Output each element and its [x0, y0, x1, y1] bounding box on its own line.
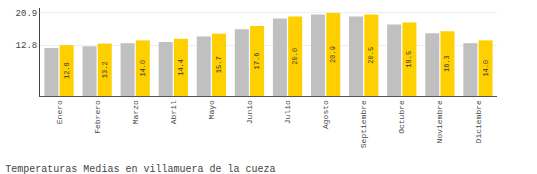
- svg-text:Noviembre: Noviembre: [435, 100, 444, 143]
- svg-text:12.8: 12.8: [16, 41, 38, 51]
- svg-text:20.0: 20.0: [291, 48, 299, 65]
- svg-text:Febrero: Febrero: [93, 100, 102, 134]
- svg-text:14.0: 14.0: [139, 60, 147, 77]
- svg-text:Junio: Junio: [245, 100, 254, 124]
- svg-text:Temperaturas Medias en villamu: Temperaturas Medias en villamuera de la …: [5, 164, 275, 174]
- svg-text:Mayo: Mayo: [207, 100, 216, 119]
- svg-text:Diciembre: Diciembre: [474, 100, 483, 143]
- svg-text:13.2: 13.2: [101, 61, 109, 78]
- svg-text:17.6: 17.6: [253, 53, 261, 70]
- svg-text:18.5: 18.5: [405, 51, 413, 68]
- svg-text:20.9: 20.9: [329, 46, 337, 63]
- svg-text:Agosto: Agosto: [321, 100, 330, 129]
- svg-text:20.5: 20.5: [367, 47, 375, 64]
- svg-text:Enero: Enero: [55, 100, 64, 124]
- svg-text:16.3: 16.3: [443, 55, 451, 72]
- svg-text:Julio: Julio: [283, 100, 292, 124]
- svg-text:14.0: 14.0: [482, 60, 490, 77]
- svg-text:Septiembre: Septiembre: [359, 100, 368, 148]
- svg-text:14.4: 14.4: [177, 59, 185, 76]
- svg-text:12.8: 12.8: [63, 62, 71, 79]
- svg-text:Octubre: Octubre: [397, 100, 406, 134]
- svg-text:20.9: 20.9: [16, 9, 38, 19]
- svg-text:Abril: Abril: [169, 100, 178, 124]
- svg-text:15.7: 15.7: [215, 56, 223, 73]
- svg-text:Marzo: Marzo: [131, 100, 140, 124]
